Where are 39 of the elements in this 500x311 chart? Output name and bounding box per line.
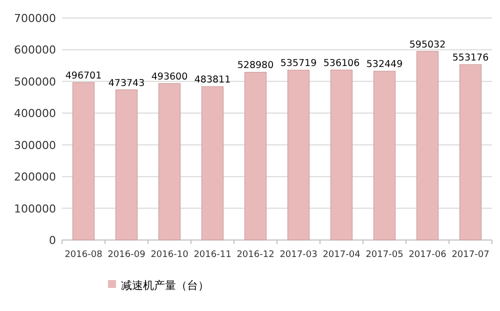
- y-tick-label: 300000: [14, 138, 56, 152]
- legend: 减速机产量（台）: [108, 279, 209, 292]
- x-tick-label: 2017-06: [408, 250, 447, 260]
- y-tick-label: 500000: [14, 75, 56, 88]
- bar: [201, 86, 224, 240]
- data-label: 496701: [65, 70, 102, 82]
- y-tick-label: 0: [49, 234, 56, 247]
- data-label: 528980: [237, 60, 274, 72]
- x-tick-label: 2016-11: [194, 250, 232, 260]
- x-tick-label: 2016-09: [108, 250, 146, 260]
- data-label: 553176: [452, 52, 489, 64]
- x-tick-label: 2016-08: [64, 250, 103, 260]
- bar: [287, 70, 310, 240]
- bar: [115, 89, 138, 240]
- bar: [72, 82, 95, 240]
- bar: [416, 50, 439, 240]
- bar: [330, 70, 353, 240]
- x-tick-label: 2016-10: [150, 250, 189, 260]
- x-tick-label: 2017-03: [280, 250, 318, 260]
- bar: [244, 72, 267, 240]
- data-label: 532449: [366, 59, 403, 70]
- y-tick-label: 200000: [14, 170, 56, 184]
- data-label: 536106: [323, 58, 360, 69]
- bar: [373, 70, 396, 240]
- x-tick-label: 2017-05: [366, 250, 404, 260]
- y-tick-label: 700000: [14, 12, 56, 25]
- y-tick-label: 400000: [14, 107, 56, 120]
- data-label: 493600: [151, 71, 188, 82]
- data-label: 535719: [280, 58, 317, 70]
- bar: [459, 64, 482, 240]
- y-tick-label: 600000: [14, 44, 56, 57]
- x-tick-label: 2017-04: [322, 250, 361, 260]
- x-tick-label: 2016-12: [236, 250, 274, 260]
- data-label: 483811: [194, 74, 231, 86]
- x-tick-label: 2017-07: [452, 250, 490, 260]
- data-label: 473743: [108, 78, 145, 89]
- y-tick-label: 100000: [14, 202, 56, 216]
- bar: [158, 83, 181, 240]
- data-label: 595032: [409, 39, 446, 50]
